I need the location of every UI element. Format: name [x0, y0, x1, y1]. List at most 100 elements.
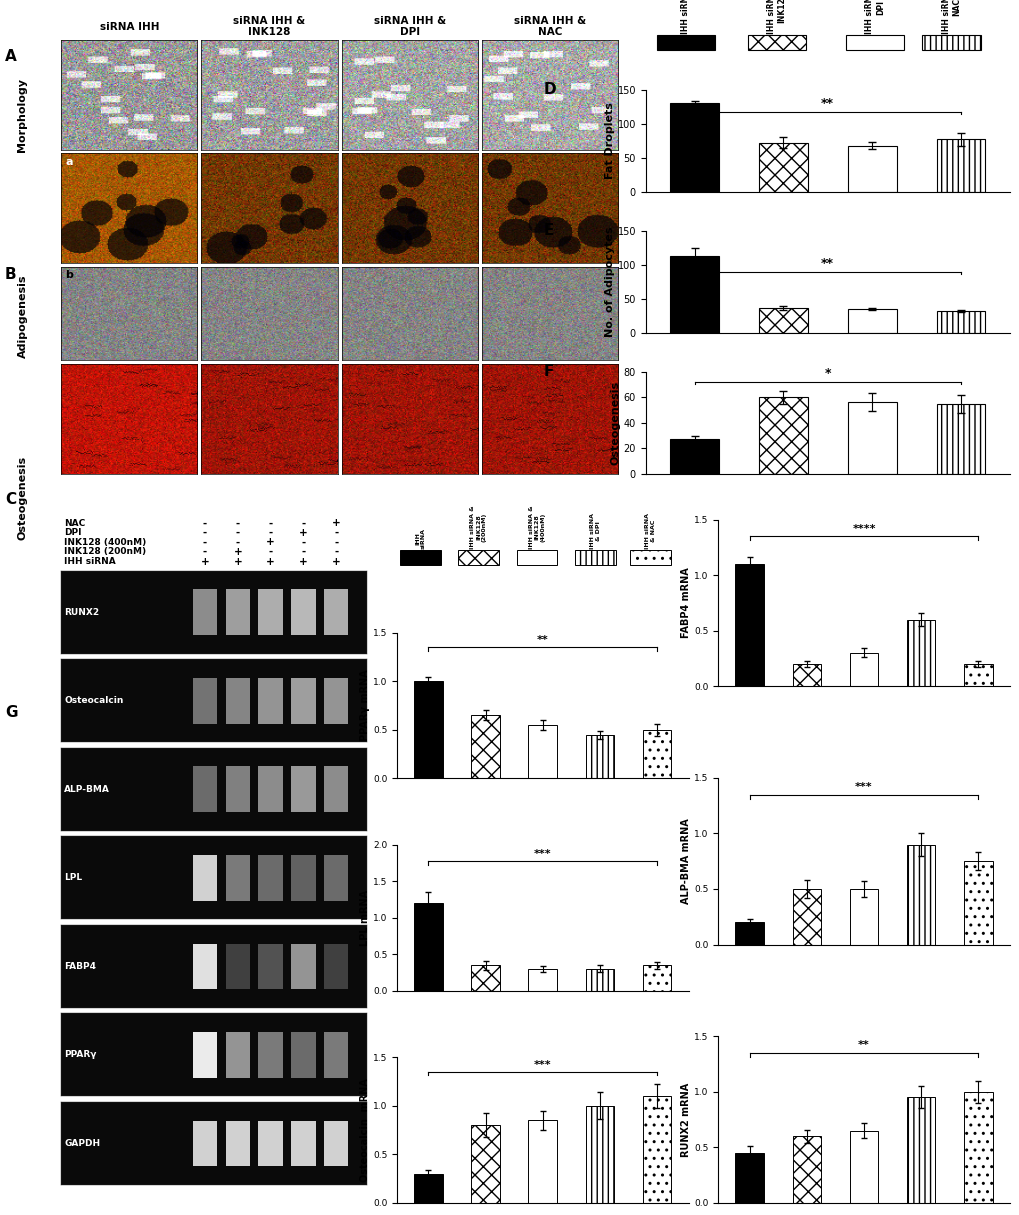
Bar: [642, 730, 671, 779]
Text: -: -: [235, 519, 239, 529]
Bar: [849, 652, 877, 686]
Text: IHH siRNA: IHH siRNA: [64, 556, 116, 566]
Text: IHH siRNA &
INK128
(400nM): IHH siRNA & INK128 (400nM): [528, 505, 545, 549]
Bar: [458, 550, 498, 565]
Bar: [399, 550, 440, 565]
Text: ALP-BMA: ALP-BMA: [64, 785, 110, 793]
Bar: [290, 1120, 315, 1166]
Text: D: D: [543, 81, 555, 97]
Bar: [585, 968, 613, 990]
Text: ***: ***: [534, 849, 551, 859]
Text: a: a: [65, 157, 72, 166]
Text: -: -: [333, 537, 338, 548]
Text: G: G: [5, 705, 17, 719]
Bar: [935, 140, 984, 192]
Bar: [847, 402, 896, 474]
Bar: [258, 767, 282, 812]
Text: LPL: LPL: [64, 874, 83, 882]
Text: ***: ***: [854, 782, 872, 792]
Bar: [414, 903, 442, 990]
Text: Osteogenesis: Osteogenesis: [17, 456, 28, 541]
Text: IHH siRNA
& NAC: IHH siRNA & NAC: [645, 513, 655, 549]
Bar: [324, 589, 348, 635]
Text: +: +: [266, 537, 275, 548]
Bar: [528, 1120, 556, 1203]
Text: A: A: [5, 49, 17, 63]
Text: Morphology: Morphology: [17, 79, 28, 152]
Text: +: +: [233, 556, 242, 566]
Bar: [792, 1136, 820, 1203]
Text: ****: ****: [852, 524, 875, 533]
Bar: [758, 309, 807, 333]
Text: PPARγ: PPARγ: [64, 1050, 97, 1059]
Text: IHH siRNA &
INK128
(200nM): IHH siRNA & INK128 (200nM): [470, 505, 486, 549]
Bar: [528, 725, 556, 779]
Text: -: -: [203, 527, 207, 538]
Text: +: +: [266, 556, 275, 566]
Text: C: C: [5, 492, 16, 507]
Text: -: -: [333, 527, 338, 538]
Bar: [324, 767, 348, 812]
Text: siRNA IHH &
INK128: siRNA IHH & INK128: [233, 16, 306, 38]
Text: Adipogenesis: Adipogenesis: [17, 275, 28, 357]
Bar: [758, 397, 807, 474]
Text: ***: ***: [534, 1059, 551, 1069]
Bar: [792, 665, 820, 686]
Bar: [290, 678, 315, 724]
Text: b: b: [65, 270, 73, 279]
Text: -: -: [333, 547, 338, 556]
Text: +: +: [233, 547, 242, 556]
Text: **: **: [820, 97, 834, 111]
Bar: [225, 589, 250, 635]
Text: +: +: [201, 556, 209, 566]
Text: Osteocalcin: Osteocalcin: [64, 696, 123, 705]
Bar: [193, 678, 217, 724]
Text: B: B: [5, 267, 16, 282]
Bar: [669, 256, 718, 333]
Bar: [575, 550, 615, 565]
Text: *: *: [823, 367, 830, 380]
Bar: [963, 1092, 991, 1203]
Text: IHH siRNA &
NAC: IHH siRNA & NAC: [941, 0, 960, 34]
Y-axis label: Osteocalcin  mRNA: Osteocalcin mRNA: [360, 1078, 370, 1182]
Bar: [847, 146, 896, 192]
Bar: [528, 968, 556, 990]
Bar: [324, 1032, 348, 1078]
Text: RUNX2: RUNX2: [64, 608, 99, 617]
Text: **: **: [820, 258, 834, 270]
Bar: [225, 1120, 250, 1166]
Text: +: +: [331, 556, 340, 566]
Bar: [193, 1120, 217, 1166]
Y-axis label: No. of Adipocytes: No. of Adipocytes: [604, 226, 614, 337]
Text: siRNA IHH: siRNA IHH: [100, 22, 159, 32]
Bar: [516, 550, 556, 565]
Y-axis label: FABP4 mRNA: FABP4 mRNA: [681, 567, 691, 638]
Text: IHH siRNA &
DPI: IHH siRNA & DPI: [864, 0, 883, 34]
Text: GAPDH: GAPDH: [64, 1138, 100, 1148]
Bar: [747, 35, 805, 50]
Bar: [225, 678, 250, 724]
Bar: [669, 103, 718, 192]
Bar: [324, 944, 348, 989]
Bar: [324, 855, 348, 900]
Text: +: +: [299, 556, 308, 566]
Text: INK128 (400nM): INK128 (400nM): [64, 538, 147, 547]
Bar: [642, 1096, 671, 1203]
Y-axis label: RUNX2 mRNA: RUNX2 mRNA: [681, 1083, 691, 1157]
Bar: [642, 965, 671, 990]
Bar: [193, 767, 217, 812]
Bar: [630, 550, 671, 565]
Y-axis label: LPL mRNA: LPL mRNA: [360, 889, 370, 945]
Bar: [585, 1106, 613, 1203]
Bar: [258, 944, 282, 989]
Bar: [324, 678, 348, 724]
Bar: [193, 944, 217, 989]
Text: NAC: NAC: [64, 519, 86, 527]
Bar: [963, 665, 991, 686]
Bar: [324, 1120, 348, 1166]
Text: DPI: DPI: [64, 529, 82, 537]
Bar: [258, 678, 282, 724]
Bar: [845, 35, 903, 50]
Text: siRNA IHH &
NAC: siRNA IHH & NAC: [514, 16, 586, 38]
Bar: [290, 589, 315, 635]
